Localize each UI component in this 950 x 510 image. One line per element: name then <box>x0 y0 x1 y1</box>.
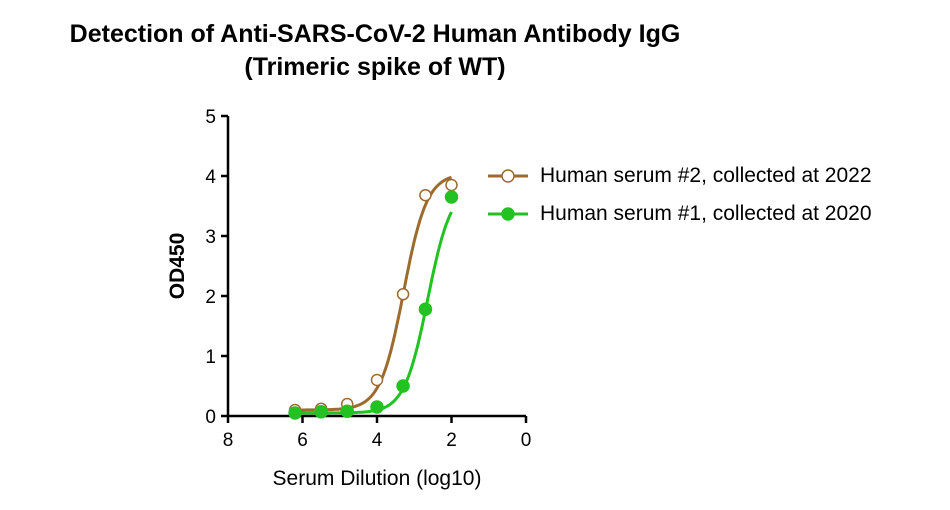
legend-label-serum-1: Human serum #1, collected at 2020 <box>540 202 872 225</box>
data-points <box>288 178 459 420</box>
x-tick-label: 2 <box>446 430 457 451</box>
x-tick-label: 6 <box>297 430 308 451</box>
x-tick-label: 0 <box>521 430 532 451</box>
legend: Human serum #2, collected at 2022 Human … <box>488 157 872 233</box>
data-point <box>314 405 328 419</box>
legend-item-serum-2: Human serum #2, collected at 2022 <box>488 157 872 195</box>
legend-label-serum-2: Human serum #2, collected at 2022 <box>540 164 872 187</box>
data-point <box>340 404 354 418</box>
data-point <box>396 379 410 393</box>
data-point <box>370 400 384 414</box>
y-tick-label: 4 <box>205 167 216 188</box>
y-axis-label: OD450 <box>166 233 189 300</box>
axes: 8 6 4 2 0 0 1 2 3 4 5 <box>205 107 531 451</box>
legend-item-serum-1: Human serum #1, collected at 2020 <box>488 195 872 233</box>
data-point <box>445 178 458 192</box>
y-tick-label: 0 <box>205 407 216 428</box>
y-tick-label: 1 <box>205 347 216 368</box>
data-point <box>396 287 410 301</box>
data-point <box>419 188 432 202</box>
x-axis-label: Serum Dilution (log10) <box>273 467 482 490</box>
chart-subtitle: (Trimeric spike of WT) <box>244 53 506 81</box>
legend-swatch-serum-2 <box>488 169 528 183</box>
legend-swatch-serum-1 <box>488 207 528 221</box>
y-tick-label: 2 <box>205 287 216 308</box>
data-point <box>370 373 384 387</box>
data-point <box>288 406 302 420</box>
y-tick-label: 5 <box>205 107 216 128</box>
x-tick-label: 8 <box>223 430 234 451</box>
y-tick-label: 3 <box>205 227 216 248</box>
chart-title-block: Detection of Anti-SARS-CoV-2 Human Antib… <box>0 18 750 84</box>
data-point <box>444 190 459 204</box>
x-tick-label: 4 <box>372 430 383 451</box>
chart-title: Detection of Anti-SARS-CoV-2 Human Antib… <box>69 20 681 48</box>
data-point <box>418 302 433 316</box>
